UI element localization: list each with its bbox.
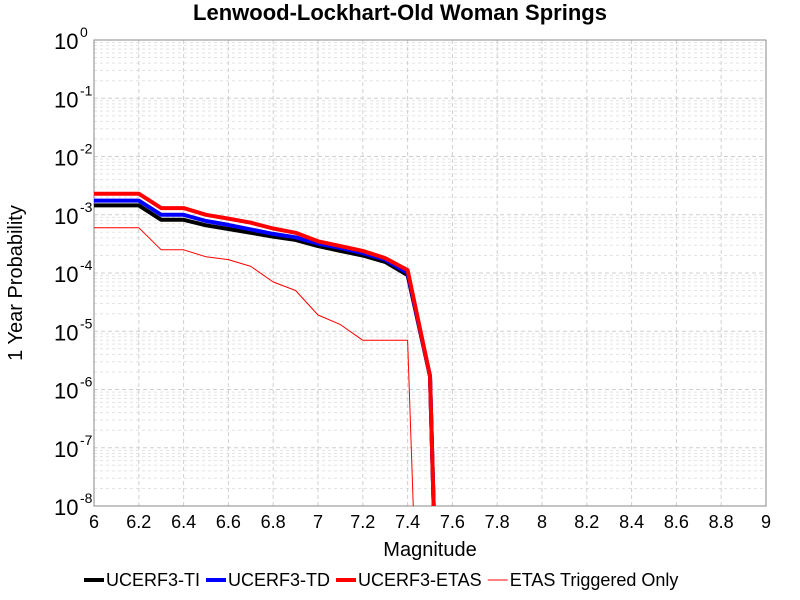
y-tick-base: 10 xyxy=(54,262,78,287)
x-tick-label: 6.2 xyxy=(126,512,151,532)
y-tick-exponent: -3 xyxy=(80,199,93,215)
x-tick-label: 7.4 xyxy=(395,512,420,532)
x-tick-label: 6.8 xyxy=(261,512,286,532)
y-tick-exponent: 0 xyxy=(80,24,88,40)
y-tick-label: 10 -7 xyxy=(54,432,93,462)
y-tick-label: 10 -4 xyxy=(54,257,93,287)
y-tick-exponent: -5 xyxy=(80,315,93,331)
legend-label: UCERF3-TD xyxy=(228,570,330,590)
y-tick-base: 10 xyxy=(54,379,78,404)
y-tick-base: 10 xyxy=(54,146,78,171)
legend-item: UCERF3-TI xyxy=(84,570,200,590)
x-tick-label: 7.8 xyxy=(485,512,510,532)
y-tick-label: 10 -8 xyxy=(54,490,93,520)
series-line-etas-triggered-only xyxy=(94,227,414,506)
x-tick-label: 7 xyxy=(313,512,323,532)
y-tick-label: 10 -1 xyxy=(54,82,93,112)
x-axis-ticks: 6 6.2 6.4 6.6 6.8 7 7.2 7.4 7.6 7.8 8 8.2 8.4 8.6 8.8 9 xyxy=(89,512,771,532)
y-tick-exponent: -1 xyxy=(80,82,93,98)
chart-title: Lenwood-Lockhart-Old Woman Springs xyxy=(193,0,607,25)
y-tick-base: 10 xyxy=(54,437,78,462)
y-tick-exponent: -8 xyxy=(80,490,93,506)
y-tick-exponent: -7 xyxy=(80,432,93,448)
x-tick-label: 6 xyxy=(89,512,99,532)
x-tick-label: 9 xyxy=(761,512,771,532)
grid xyxy=(93,39,767,507)
x-tick-label: 8.6 xyxy=(664,512,689,532)
y-tick-base: 10 xyxy=(54,495,78,520)
plot-frame xyxy=(93,39,767,507)
x-tick-label: 7.6 xyxy=(440,512,465,532)
x-axis-label: Magnitude xyxy=(383,539,476,561)
legend-item: ETAS Triggered Only xyxy=(487,570,679,590)
y-axis-label: 1 Year Probability xyxy=(5,205,27,361)
x-tick-label: 8.8 xyxy=(709,512,734,532)
y-tick-label: 10 0 xyxy=(54,24,88,54)
legend-label: UCERF3-TI xyxy=(106,570,200,590)
y-tick-exponent: -2 xyxy=(80,141,93,157)
y-tick-exponent: -4 xyxy=(80,257,93,273)
y-tick-base: 10 xyxy=(54,204,78,229)
y-tick-label: 10 -6 xyxy=(54,374,93,404)
legend-label: ETAS Triggered Only xyxy=(510,570,679,590)
x-tick-label: 8 xyxy=(537,512,547,532)
legend: UCERF3-TI UCERF3-TD UCERF3-ETAS ETAS Trigge… xyxy=(84,570,678,590)
y-tick-label: 10 -3 xyxy=(54,199,93,229)
legend-label: UCERF3-ETAS xyxy=(358,570,482,590)
y-tick-label: 10 -2 xyxy=(54,141,93,171)
series-layer xyxy=(94,191,436,506)
y-tick-base: 10 xyxy=(54,320,78,345)
y-tick-label: 10 -5 xyxy=(54,315,93,345)
x-tick-label: 6.6 xyxy=(216,512,241,532)
y-tick-exponent: -6 xyxy=(80,374,93,390)
x-tick-label: 8.4 xyxy=(619,512,644,532)
y-tick-base: 10 xyxy=(54,87,78,112)
x-tick-label: 6.4 xyxy=(171,512,196,532)
x-tick-label: 8.2 xyxy=(574,512,599,532)
series-line-ucerf3-etas xyxy=(94,191,436,506)
y-tick-base: 10 xyxy=(54,29,78,54)
legend-item: UCERF3-TD xyxy=(206,570,330,590)
x-tick-label: 7.2 xyxy=(350,512,375,532)
legend-item: UCERF3-ETAS xyxy=(336,570,482,590)
